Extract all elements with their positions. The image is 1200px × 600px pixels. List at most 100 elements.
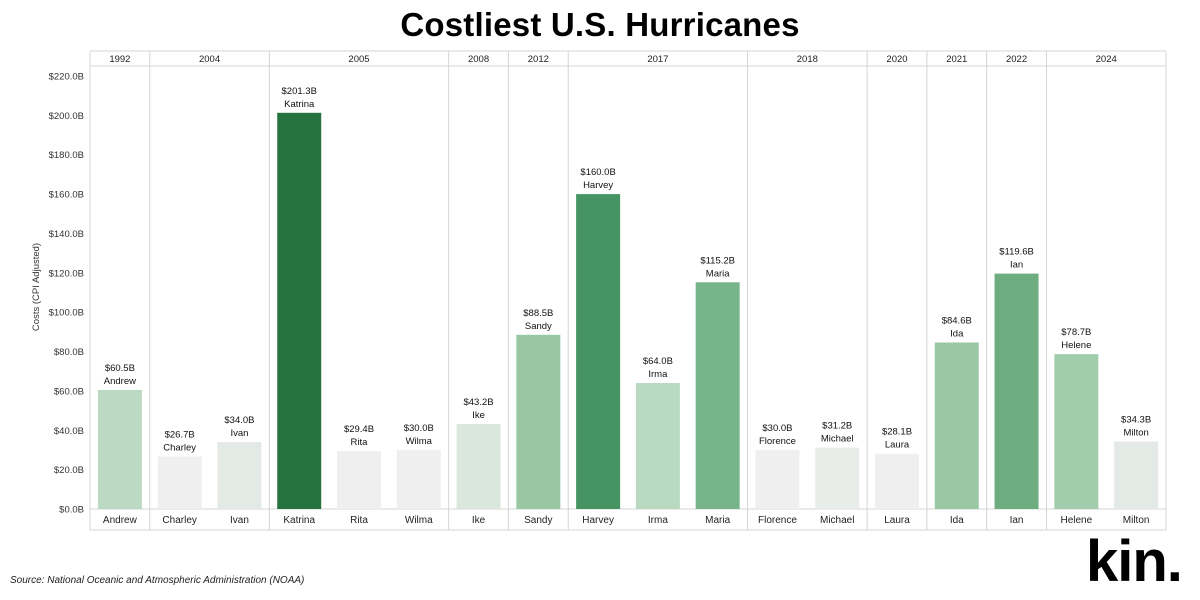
data-labels: $60.5B Andrew $26.7B Charley $34.0B Ivan $201.… bbox=[104, 86, 1151, 454]
bar-name-label: Florence bbox=[759, 436, 796, 447]
value-label: $34.0B bbox=[224, 415, 254, 426]
year-label: 2022 bbox=[1006, 54, 1027, 65]
bar-name-label: Irma bbox=[648, 369, 668, 380]
bar-name-label: Ike bbox=[472, 410, 485, 421]
value-label: $88.5B bbox=[523, 308, 553, 319]
value-label: $34.3B bbox=[1121, 414, 1151, 425]
bar-name-label: Laura bbox=[885, 440, 910, 451]
y-axis-title: Costs (CPI Adjusted) bbox=[31, 243, 42, 331]
bar-name-label: Harvey bbox=[583, 180, 613, 191]
y-tick-label: $140.0B bbox=[49, 229, 84, 240]
category-label: Ivan bbox=[230, 515, 249, 526]
category-label: Florence bbox=[758, 515, 797, 526]
year-label: 2005 bbox=[348, 54, 369, 65]
value-label: $31.2B bbox=[822, 421, 852, 432]
year-label: 2004 bbox=[199, 54, 220, 65]
bar-name-label: Charley bbox=[163, 442, 196, 453]
source-note: Source: National Oceanic and Atmospheric… bbox=[10, 575, 305, 586]
bar-name-label: Helene bbox=[1061, 340, 1091, 351]
value-label: $43.2B bbox=[463, 397, 493, 408]
value-label: $30.0B bbox=[762, 423, 792, 434]
category-label: Katrina bbox=[283, 515, 315, 526]
bar-wilma bbox=[396, 449, 441, 509]
bar-name-label: Milton bbox=[1123, 427, 1148, 438]
year-label: 2020 bbox=[886, 54, 907, 65]
category-label: Michael bbox=[820, 515, 854, 526]
value-label: $115.2B bbox=[700, 255, 735, 266]
year-label: 2012 bbox=[528, 54, 549, 65]
bar-irma bbox=[635, 383, 680, 509]
y-tick-label: $20.0B bbox=[54, 465, 84, 476]
bar-rita bbox=[337, 451, 381, 509]
category-label: Rita bbox=[350, 515, 368, 526]
bar-name-label: Andrew bbox=[104, 376, 136, 387]
chart-frame bbox=[89, 50, 1167, 531]
value-label: $64.0B bbox=[643, 356, 673, 367]
bar-katrina bbox=[277, 112, 322, 510]
y-tick-label: $0.0B bbox=[59, 505, 84, 516]
bar-name-label: Katrina bbox=[284, 99, 315, 110]
y-axis: $0.0B $20.0B $40.0B $60.0B $80.0B $100.0B $120… bbox=[49, 72, 84, 516]
category-label: Maria bbox=[705, 515, 730, 526]
value-label: $119.6B bbox=[999, 247, 1034, 258]
bar-ivan bbox=[217, 442, 262, 509]
bar-name-label: Ivan bbox=[230, 428, 248, 439]
year-label: 2017 bbox=[647, 54, 668, 65]
category-label: Charley bbox=[162, 515, 196, 526]
kin-logo: kin. bbox=[1086, 529, 1183, 594]
bar-laura bbox=[875, 453, 919, 509]
year-label: 2021 bbox=[946, 54, 967, 65]
chart-title: Costliest U.S. Hurricanes bbox=[400, 6, 800, 43]
year-label: 2018 bbox=[797, 54, 818, 65]
y-tick-label: $200.0B bbox=[49, 111, 84, 122]
bar-name-label: Rita bbox=[351, 437, 369, 448]
y-tick-label: $60.0B bbox=[54, 386, 84, 397]
value-label: $29.4B bbox=[344, 424, 374, 435]
value-label: $84.6B bbox=[942, 315, 972, 326]
category-label: Ida bbox=[950, 515, 964, 526]
bar-name-label: Maria bbox=[706, 268, 730, 279]
category-label: Wilma bbox=[405, 515, 433, 526]
bar-name-label: Ida bbox=[950, 328, 964, 339]
value-label: $201.3B bbox=[282, 86, 317, 97]
bar-maria bbox=[695, 282, 740, 509]
bar-sandy bbox=[516, 334, 561, 509]
bar-andrew bbox=[97, 389, 142, 509]
category-label: Sandy bbox=[524, 515, 552, 526]
bar-name-label: Michael bbox=[821, 434, 854, 445]
y-tick-label: $100.0B bbox=[49, 308, 84, 319]
value-label: $30.0B bbox=[404, 423, 434, 434]
bar-ian bbox=[994, 273, 1039, 509]
value-label: $28.1B bbox=[882, 427, 912, 438]
category-label: Andrew bbox=[103, 515, 138, 526]
year-label: 1992 bbox=[109, 54, 130, 65]
bar-milton bbox=[1114, 441, 1159, 509]
value-label: $160.0B bbox=[580, 167, 615, 178]
bar-name-label: Ian bbox=[1010, 260, 1023, 271]
bar-helene bbox=[1054, 354, 1099, 509]
y-tick-label: $40.0B bbox=[54, 426, 84, 437]
value-label: $78.7B bbox=[1061, 327, 1091, 338]
y-tick-label: $160.0B bbox=[49, 190, 84, 201]
year-label: 2008 bbox=[468, 54, 489, 65]
y-tick-label: $120.0B bbox=[49, 268, 84, 279]
category-label: Irma bbox=[648, 515, 668, 526]
category-label: Ian bbox=[1010, 515, 1024, 526]
bars bbox=[97, 112, 1159, 510]
category-label: Helene bbox=[1060, 515, 1092, 526]
value-label: $26.7B bbox=[165, 429, 195, 440]
bar-michael bbox=[815, 447, 860, 509]
bar-charley bbox=[157, 456, 202, 509]
y-tick-label: $80.0B bbox=[54, 347, 84, 358]
year-label: 2024 bbox=[1096, 54, 1117, 65]
category-label: Laura bbox=[884, 515, 910, 526]
bar-ida bbox=[934, 342, 979, 509]
bar-ike bbox=[456, 423, 501, 509]
year-header: 1992 2004 2005 2008 2012 2017 2018 2020 2021 2022… bbox=[109, 54, 1116, 65]
category-label: Ike bbox=[472, 515, 486, 526]
category-label: Milton bbox=[1123, 515, 1150, 526]
y-tick-label: $220.0B bbox=[49, 72, 84, 83]
bar-name-label: Sandy bbox=[525, 321, 552, 332]
y-tick-label: $180.0B bbox=[49, 150, 84, 161]
